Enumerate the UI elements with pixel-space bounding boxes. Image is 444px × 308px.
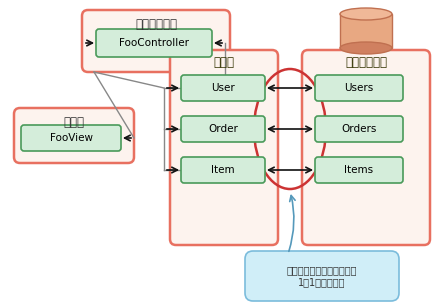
Ellipse shape bbox=[340, 8, 392, 20]
FancyBboxPatch shape bbox=[245, 251, 399, 301]
Text: Order: Order bbox=[208, 124, 238, 134]
FancyBboxPatch shape bbox=[14, 108, 134, 163]
Text: Item: Item bbox=[211, 165, 235, 175]
FancyBboxPatch shape bbox=[315, 116, 403, 142]
FancyBboxPatch shape bbox=[315, 75, 403, 101]
Text: Items: Items bbox=[345, 165, 373, 175]
FancyBboxPatch shape bbox=[315, 157, 403, 183]
Text: Users: Users bbox=[345, 83, 373, 93]
Text: データベース: データベース bbox=[345, 56, 387, 70]
Text: User: User bbox=[211, 83, 235, 93]
Text: ビュー: ビュー bbox=[63, 116, 84, 128]
Text: FooView: FooView bbox=[49, 133, 92, 143]
FancyBboxPatch shape bbox=[82, 10, 230, 72]
FancyBboxPatch shape bbox=[170, 50, 278, 245]
Ellipse shape bbox=[340, 42, 392, 54]
Text: Orders: Orders bbox=[341, 124, 377, 134]
FancyBboxPatch shape bbox=[21, 125, 121, 151]
Text: モデルクラスとテーブルは
1対1に対応する: モデルクラスとテーブルは 1対1に対応する bbox=[287, 265, 357, 287]
FancyBboxPatch shape bbox=[181, 157, 265, 183]
Text: FooController: FooController bbox=[119, 38, 189, 48]
FancyBboxPatch shape bbox=[302, 50, 430, 245]
Polygon shape bbox=[340, 14, 392, 48]
FancyBboxPatch shape bbox=[181, 75, 265, 101]
FancyBboxPatch shape bbox=[181, 116, 265, 142]
Text: モデル: モデル bbox=[214, 56, 234, 70]
Text: コントローラ: コントローラ bbox=[135, 18, 177, 30]
FancyBboxPatch shape bbox=[96, 29, 212, 57]
